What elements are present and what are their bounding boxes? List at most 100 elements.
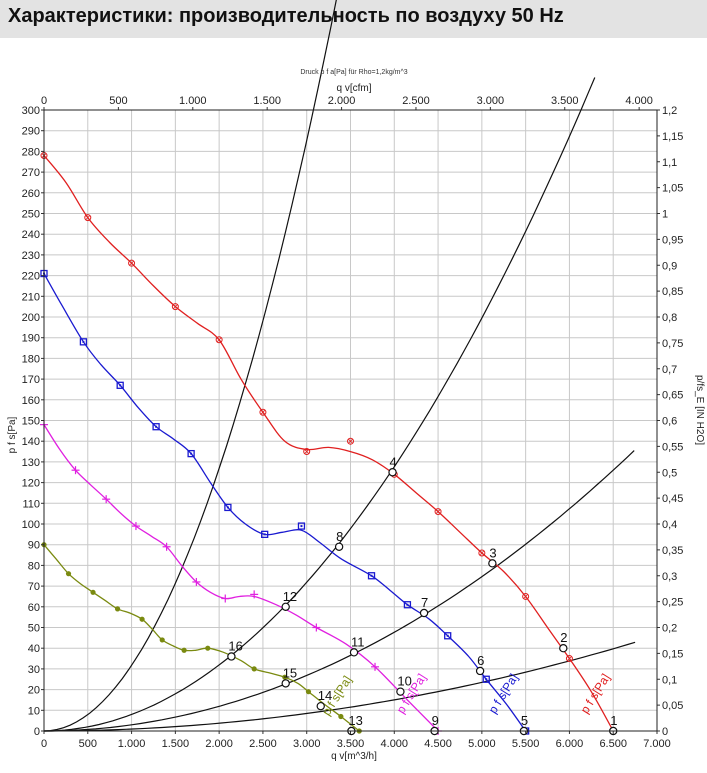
x2-tick-label: 3.500 bbox=[551, 95, 579, 107]
x2-tick-label: 0 bbox=[41, 95, 47, 107]
y2-tick-label: 0,9 bbox=[662, 260, 677, 272]
data-point-core bbox=[485, 678, 488, 681]
chart-title: Druck p f a[Pa] für Rho=1,2kg/m^3 bbox=[300, 69, 407, 76]
y2-tick-label: 1,2 bbox=[662, 105, 677, 117]
data-point-core bbox=[406, 603, 409, 606]
plot-frame bbox=[43, 109, 658, 732]
operating-point-label: 16 bbox=[228, 638, 242, 653]
data-point bbox=[522, 592, 530, 600]
data-point bbox=[79, 338, 88, 346]
data-point bbox=[261, 530, 269, 538]
operating-point-label: 7 bbox=[421, 595, 428, 610]
y-tick-label: 120 bbox=[22, 478, 40, 490]
operating-point-label: 11 bbox=[351, 634, 365, 649]
operating-point bbox=[334, 542, 344, 551]
data-point-core bbox=[446, 634, 449, 637]
y2-tick-label: 0,75 bbox=[662, 338, 683, 350]
operating-point bbox=[419, 608, 429, 618]
data-point-core bbox=[300, 525, 303, 528]
y2-tick-label: 0,55 bbox=[662, 441, 683, 453]
y-tick-label: 200 bbox=[22, 312, 40, 324]
x2-tick-label: 2.500 bbox=[402, 95, 430, 107]
y2-tick-label: 0 bbox=[662, 726, 668, 738]
y2-tick-label: 1,15 bbox=[662, 131, 683, 143]
data-point-core bbox=[190, 452, 193, 455]
data-point bbox=[478, 549, 486, 557]
x-tick-label: 1.000 bbox=[118, 738, 146, 750]
operating-point-label: 9 bbox=[432, 713, 439, 728]
y-tick-label: 270 bbox=[22, 167, 40, 179]
data-point-cross bbox=[523, 594, 528, 599]
x2-tick-label: 1.000 bbox=[179, 95, 207, 107]
operating-point-label: 10 bbox=[397, 674, 411, 689]
x-tick-label: 6.500 bbox=[599, 738, 627, 750]
y-tick-label: 210 bbox=[22, 291, 40, 303]
data-point bbox=[347, 437, 354, 445]
data-point bbox=[259, 408, 267, 416]
y2-tick-label: 0,05 bbox=[662, 700, 683, 712]
y2-tick-label: 1 bbox=[662, 209, 668, 221]
y2-tick-label: 1,05 bbox=[662, 183, 683, 195]
y-tick-label: 190 bbox=[22, 333, 40, 345]
operating-point-label: 3 bbox=[489, 545, 496, 560]
data-point bbox=[215, 336, 223, 344]
x2-tick-label: 4.000 bbox=[625, 95, 653, 107]
y-tick-label: 290 bbox=[22, 126, 40, 138]
y2-tick-label: 0,15 bbox=[662, 648, 683, 660]
y-tick-label: 10 bbox=[28, 705, 40, 717]
operating-point bbox=[396, 687, 405, 696]
data-point bbox=[171, 303, 179, 311]
data-point-cross bbox=[129, 260, 134, 266]
data-point bbox=[90, 589, 96, 595]
y-tick-label: 110 bbox=[22, 498, 40, 510]
operating-point-label: 15 bbox=[283, 665, 297, 680]
x-tick-label: 1.500 bbox=[162, 738, 190, 750]
operating-point-label: 6 bbox=[477, 653, 484, 668]
y-tick-label: 60 bbox=[28, 602, 40, 614]
x2-tick-label: 3.000 bbox=[477, 95, 505, 107]
data-point-cross bbox=[567, 656, 572, 661]
data-point-cross bbox=[216, 337, 222, 343]
x-tick-label: 3.500 bbox=[337, 738, 365, 750]
data-point bbox=[152, 423, 160, 431]
y2-tick-label: 0,85 bbox=[662, 286, 683, 298]
header-bar: Характеристики: производительность по во… bbox=[0, 0, 707, 38]
operating-point-label: 14 bbox=[318, 688, 332, 703]
y-tick-label: 220 bbox=[22, 271, 40, 283]
data-point bbox=[116, 381, 124, 389]
operating-point bbox=[227, 652, 236, 661]
y2-tick-label: 0,8 bbox=[662, 312, 677, 324]
y-tick-label: 30 bbox=[28, 664, 40, 676]
y-tick-label: 20 bbox=[28, 685, 40, 697]
y-tick-label: 150 bbox=[22, 416, 40, 428]
data-point-cross bbox=[260, 409, 266, 415]
y2-tick-label: 0,3 bbox=[662, 571, 677, 583]
operating-point bbox=[559, 644, 568, 653]
data-point bbox=[114, 606, 121, 612]
x-tick-label: 5.000 bbox=[468, 738, 496, 750]
system-curve bbox=[43, 0, 337, 732]
system-curve bbox=[44, 450, 635, 732]
x-tick-label: 4.000 bbox=[381, 738, 409, 750]
data-point bbox=[205, 645, 211, 651]
operating-point-label: 2 bbox=[560, 630, 567, 645]
y2-tick-label: 0,4 bbox=[662, 519, 677, 531]
data-point bbox=[251, 666, 257, 672]
page-title: Характеристики: производительность по во… bbox=[8, 5, 564, 27]
data-point-cross bbox=[348, 438, 353, 444]
operating-point-label: 8 bbox=[336, 529, 343, 544]
data-point-cross bbox=[85, 215, 91, 220]
system-curves bbox=[43, 0, 636, 732]
y-tick-label: 40 bbox=[28, 643, 40, 655]
x-tick-label: 500 bbox=[79, 738, 97, 750]
operating-point bbox=[388, 468, 397, 477]
y-tick-label: 50 bbox=[28, 623, 40, 635]
y-tick-label: 230 bbox=[22, 250, 40, 262]
y-tick-label: 100 bbox=[22, 519, 40, 531]
y-tick-label: 140 bbox=[22, 436, 40, 448]
operating-point bbox=[281, 602, 290, 612]
y-tick-label: 240 bbox=[22, 229, 40, 241]
operating-point-label: 5 bbox=[521, 713, 528, 728]
